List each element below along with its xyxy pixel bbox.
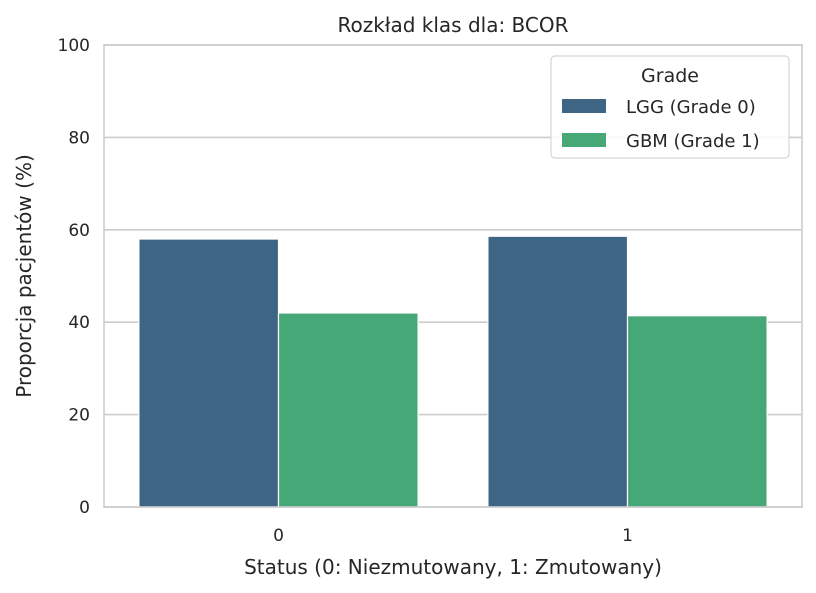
x-axis-label: Status (0: Niezmutowany, 1: Zmutowany) — [244, 555, 662, 579]
legend-label-gbm: GBM (Grade 1) — [626, 131, 760, 152]
bar-gbm-status-1 — [626, 315, 768, 508]
bar-lgg-status-1 — [487, 235, 629, 508]
x-tick-label: 0 — [273, 526, 284, 546]
legend-swatch-lgg — [562, 99, 606, 113]
legend-swatch-gbm — [562, 133, 606, 147]
legend-title: Grade — [641, 65, 699, 87]
bar-gbm-status-0 — [277, 312, 419, 508]
plot-frame — [103, 44, 803, 508]
chart-title: Rozkład klas dla: BCOR — [337, 13, 568, 37]
y-tick-labels: 0 20 40 60 80 100 — [58, 36, 90, 518]
y-tick-label: 20 — [68, 406, 90, 426]
legend-label-lgg: LGG (Grade 0) — [626, 97, 756, 118]
legend-box — [550, 55, 790, 159]
y-tick-label: 0 — [79, 498, 90, 518]
bars — [138, 235, 768, 508]
y-axis-label: Proporcja pacjentów (%) — [12, 154, 36, 398]
x-tick-label: 1 — [622, 526, 633, 546]
y-tick-label: 40 — [68, 313, 90, 333]
y-tick-label: 80 — [68, 128, 90, 148]
bar-lgg-status-0 — [138, 238, 280, 508]
y-tick-label: 100 — [58, 36, 90, 56]
y-tick-label: 60 — [68, 221, 90, 241]
legend: Grade LGG (Grade 0) GBM (Grade 1) — [550, 55, 790, 159]
